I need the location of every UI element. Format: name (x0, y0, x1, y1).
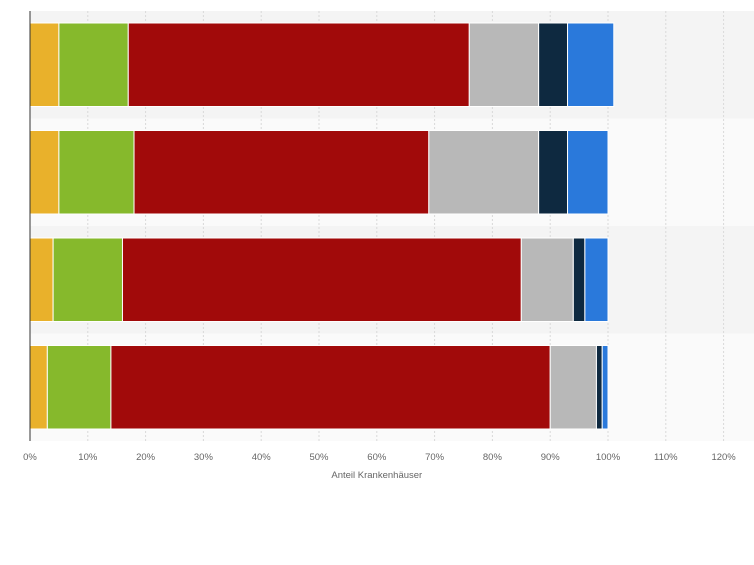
bar-segment (110, 345, 551, 430)
bar-segment (538, 22, 569, 107)
x-tick-label: 100% (596, 452, 621, 463)
bar-segment (567, 130, 609, 215)
x-tick-label: 0% (23, 452, 37, 463)
bar-segment (46, 345, 112, 430)
bar-segment (601, 345, 609, 430)
x-tick-label: 80% (483, 452, 503, 463)
bar-segment (121, 237, 522, 322)
bar-segment (584, 237, 609, 322)
x-tick-label: 10% (78, 452, 98, 463)
bar-segment (468, 22, 540, 107)
x-tick-label: 60% (367, 452, 387, 463)
bar-segment (567, 22, 615, 107)
bar-segment (29, 345, 48, 430)
x-tick-label: 70% (425, 452, 445, 463)
bar-segment (520, 237, 574, 322)
bar-segment (572, 237, 586, 322)
bar-segment (29, 130, 60, 215)
x-axis-label: Anteil Krankenhäuser (331, 470, 422, 481)
bar-segment (29, 237, 54, 322)
bar-segment (549, 345, 597, 430)
x-tick-label: 20% (136, 452, 156, 463)
x-tick-label: 30% (194, 452, 214, 463)
bars (29, 22, 615, 430)
x-tick-label: 120% (711, 452, 736, 463)
x-axis-ticks: 0% 10% 20% 30% 40% 50% 60% 70% 80% 90% 100% 110% 120… (23, 452, 736, 463)
bar-segment (58, 22, 129, 107)
bar-segment (52, 237, 123, 322)
bar-segment (133, 130, 430, 215)
bar-segment (595, 345, 603, 430)
bar-segment (58, 130, 135, 215)
bar-segment (428, 130, 540, 215)
bar-segment (127, 22, 470, 107)
x-tick-label: 50% (309, 452, 329, 463)
bar-segment (29, 22, 60, 107)
x-tick-label: 90% (541, 452, 561, 463)
x-tick-label: 110% (654, 452, 678, 463)
bar-segment (538, 130, 569, 215)
x-tick-label: 40% (252, 452, 272, 463)
